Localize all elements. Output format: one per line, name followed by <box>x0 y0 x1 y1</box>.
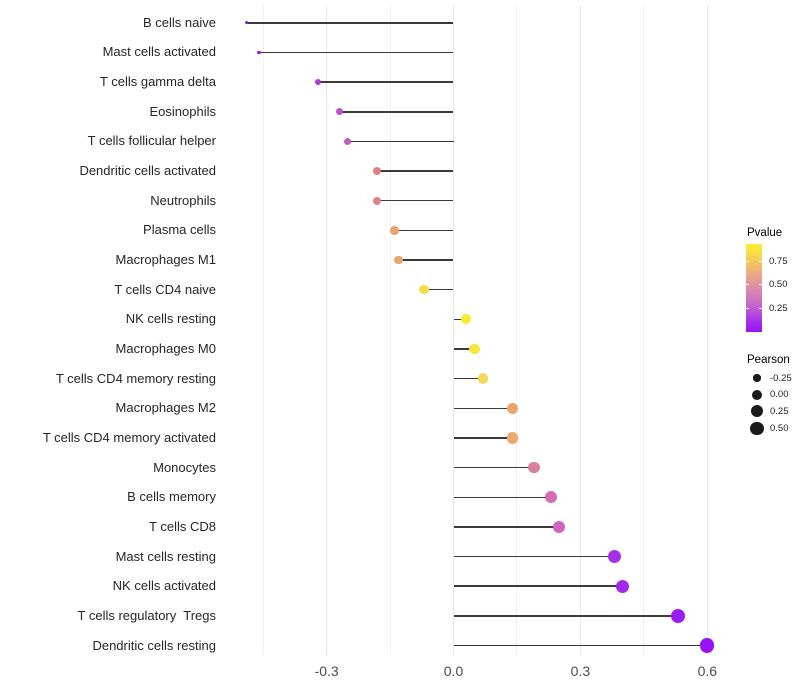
data-point <box>507 402 519 414</box>
lollipop-stem <box>453 407 513 410</box>
data-point <box>394 255 403 265</box>
colorbar-tick-mark <box>759 284 762 286</box>
y-axis-label: Dendritic cells activated <box>79 163 216 179</box>
y-axis-label: T cells gamma delta <box>99 74 216 90</box>
size-key-dot <box>753 374 761 382</box>
y-axis-label: Eosinophils <box>149 103 217 119</box>
size-key-dot <box>750 421 764 435</box>
data-point <box>607 550 621 564</box>
size-key-dot <box>751 405 763 418</box>
pvalue-legend-title: Pvalue <box>747 227 783 239</box>
y-axis-label: Dendritic cells resting <box>92 637 216 653</box>
x-axis-tick-label: -0.3 <box>314 663 339 679</box>
size-key-label: 0.25 <box>770 405 789 417</box>
lollipop-stem <box>258 51 454 54</box>
data-point <box>244 21 248 25</box>
y-axis-label: T cells regulatory Tregs <box>77 607 216 623</box>
x-axis-tick-label: 0.6 <box>697 663 718 679</box>
data-point <box>544 491 557 504</box>
gridline-minor <box>262 5 264 655</box>
y-axis-label: NK cells resting <box>125 311 216 327</box>
y-axis-label: T cells CD8 <box>149 518 216 534</box>
y-axis-label: Macrophages M0 <box>115 341 216 356</box>
size-key-label: 0.50 <box>770 422 789 434</box>
y-axis-label: B cells naive <box>143 14 216 30</box>
y-axis-label: T cells CD4 naive <box>114 281 216 297</box>
data-point <box>553 520 566 533</box>
y-axis-label: Monocytes <box>153 459 216 475</box>
colorbar-tick-mark <box>759 307 762 309</box>
lollipop-stem <box>453 377 484 380</box>
y-axis-label: Mast cells activated <box>102 44 216 60</box>
gridline-minor <box>643 5 645 655</box>
data-point <box>314 78 322 86</box>
y-axis-label: Macrophages M1 <box>115 252 216 268</box>
y-axis-label: NK cells activated <box>112 578 216 594</box>
data-point <box>461 314 472 325</box>
y-axis-label: T cells CD4 memory activated <box>42 429 216 445</box>
data-point <box>335 108 343 116</box>
data-point <box>528 461 540 474</box>
data-point <box>419 285 429 295</box>
colorbar-tick-mark <box>746 307 749 309</box>
data-point <box>373 196 382 205</box>
colorbar-tick-mark <box>759 260 762 262</box>
data-point <box>507 432 519 444</box>
y-axis-label: Mast cells resting <box>115 548 216 564</box>
lollipop-stem <box>398 259 454 261</box>
lollipop-stem <box>453 555 615 558</box>
data-point <box>477 373 489 384</box>
data-point <box>373 167 382 176</box>
gridline-minor <box>516 5 518 655</box>
size-key-label: -0.25 <box>770 372 792 384</box>
data-point <box>469 343 480 355</box>
colorbar-tick-label: 0.75 <box>769 255 788 267</box>
lollipop-stem <box>377 170 454 172</box>
lollipop-stem <box>394 229 454 232</box>
lollipop-stem <box>347 140 454 143</box>
pearson-legend-title: Pearson <box>747 354 790 366</box>
y-axis-label: T cells follicular helper <box>87 133 216 149</box>
colorbar-tick-mark <box>746 260 749 262</box>
lollipop-stem <box>339 111 454 113</box>
lollipop-stem <box>453 437 513 439</box>
pvalue-colorbar: 0.75 0.50 0.25 <box>746 244 788 332</box>
lollipop-stem <box>453 615 678 617</box>
lollipop-stem <box>453 644 708 647</box>
data-point <box>700 638 715 653</box>
x-axis-tick-label: 0.3 <box>570 663 591 679</box>
gridline-major <box>326 5 328 655</box>
lollipop-stem <box>246 22 454 24</box>
lollipop-stem <box>453 585 623 587</box>
lollipop-stem <box>453 348 475 350</box>
y-axis-label: B cells memory <box>127 489 216 505</box>
data-point <box>256 50 261 55</box>
lollipop-stem <box>318 81 454 83</box>
lollipop-stem <box>453 496 551 499</box>
size-key-label: 0.00 <box>770 389 789 401</box>
lollipop-stem <box>423 288 454 291</box>
data-point <box>616 579 630 593</box>
data-point <box>344 137 352 146</box>
colorbar-tick-label: 0.50 <box>769 279 788 291</box>
gridline-major <box>706 5 708 655</box>
x-axis-tick-label: 0.0 <box>443 663 464 679</box>
y-axis-label: Neutrophils <box>150 192 216 208</box>
lollipop-stem <box>453 466 534 469</box>
y-axis-label: Macrophages M2 <box>115 400 216 416</box>
size-key-dot <box>752 389 762 400</box>
data-point <box>390 226 399 235</box>
data-point <box>670 608 685 623</box>
gridline-major <box>453 5 454 655</box>
gridline-major <box>579 5 581 655</box>
y-axis-label: T cells CD4 memory resting <box>55 370 216 386</box>
lollipop-stem <box>453 318 467 321</box>
colorbar-tick-label: 0.25 <box>769 302 788 314</box>
y-axis-label: Plasma cells <box>143 222 216 238</box>
lollipop-stem <box>453 526 560 528</box>
colorbar-tick-mark <box>746 284 749 286</box>
lollipop-stem <box>377 199 454 202</box>
gridline-minor <box>389 5 391 655</box>
